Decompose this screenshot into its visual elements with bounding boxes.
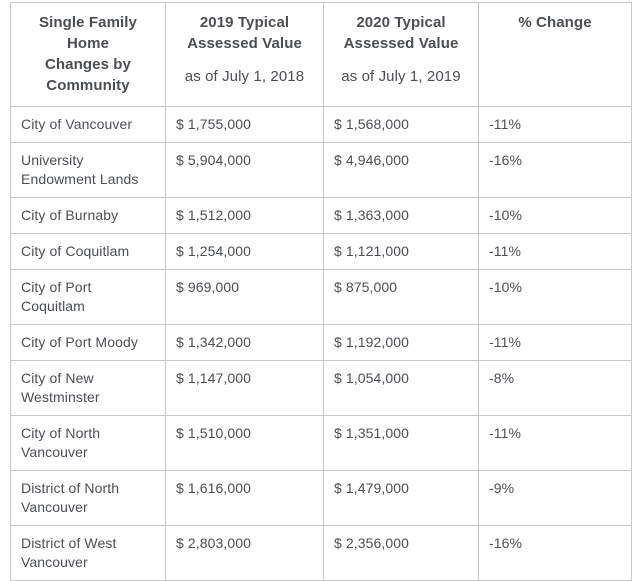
value-2019-cell: $ 1,616,000 bbox=[165, 470, 324, 526]
value-2019-cell: $ 2,803,000 bbox=[165, 525, 324, 581]
header-line: 2019 Typical bbox=[199, 14, 290, 31]
pct-change-cell: -10% bbox=[478, 269, 632, 325]
table-row: City of New Westminster $ 1,147,000 $ 1,… bbox=[10, 360, 632, 416]
header-community: Single Family Home Changes by Community bbox=[10, 2, 166, 107]
pct-change-cell: -11% bbox=[478, 415, 632, 471]
pct-change-cell: -11% bbox=[478, 233, 632, 270]
pct-change-cell: -11% bbox=[478, 106, 632, 143]
header-2019-value: 2019 Typical Assessed Value as of July 1… bbox=[165, 2, 324, 107]
header-pct-change: % Change bbox=[478, 2, 632, 107]
community-cell: City of Vancouver bbox=[10, 106, 166, 143]
value-2020-cell: $ 1,054,000 bbox=[323, 360, 479, 416]
table-body: City of Vancouver $ 1,755,000 $ 1,568,00… bbox=[10, 106, 632, 581]
value-2020-cell: $ 4,946,000 bbox=[323, 142, 479, 198]
pct-change-cell: -9% bbox=[478, 470, 632, 526]
assessed-value-table: Single Family Home Changes by Community … bbox=[10, 2, 632, 581]
value-2019-cell: $ 5,904,000 bbox=[165, 142, 324, 198]
header-line: Single Family Home bbox=[39, 14, 137, 52]
value-2019-cell: $ 1,510,000 bbox=[165, 415, 324, 471]
community-cell: City of Burnaby bbox=[10, 197, 166, 234]
value-2019-cell: $ 1,147,000 bbox=[165, 360, 324, 416]
header-line: 2020 Typical bbox=[356, 14, 446, 31]
table-row: City of Port Moody $ 1,342,000 $ 1,192,0… bbox=[10, 324, 632, 361]
value-2019-cell: $ 1,755,000 bbox=[165, 106, 324, 143]
pct-change-cell: -16% bbox=[478, 142, 632, 198]
table-row: District of North Vancouver $ 1,616,000 … bbox=[10, 470, 632, 526]
community-cell: City of Coquitlam bbox=[10, 233, 166, 270]
pct-change-cell: -16% bbox=[478, 525, 632, 581]
table-row: City of Burnaby $ 1,512,000 $ 1,363,000 … bbox=[10, 197, 632, 234]
value-2019-cell: $ 1,342,000 bbox=[165, 324, 324, 361]
table-row: University Endowment Lands $ 5,904,000 $… bbox=[10, 142, 632, 198]
community-cell: City of North Vancouver bbox=[10, 415, 166, 471]
header-line: Assessed Value bbox=[343, 35, 459, 52]
header-subtitle-2019-date: as of July 1, 2019 bbox=[341, 68, 461, 85]
value-2020-cell: $ 1,363,000 bbox=[323, 197, 479, 234]
header-line: % Change bbox=[518, 14, 592, 31]
value-2020-cell: $ 2,356,000 bbox=[323, 525, 479, 581]
community-cell: University Endowment Lands bbox=[10, 142, 166, 198]
community-cell: City of New Westminster bbox=[10, 360, 166, 416]
community-cell: City of Port Moody bbox=[10, 324, 166, 361]
value-2019-cell: $ 969,000 bbox=[165, 269, 324, 325]
value-2020-cell: $ 875,000 bbox=[323, 269, 479, 325]
pct-change-cell: -8% bbox=[478, 360, 632, 416]
table-row: City of North Vancouver $ 1,510,000 $ 1,… bbox=[10, 415, 632, 471]
pct-change-cell: -10% bbox=[478, 197, 632, 234]
value-2019-cell: $ 1,254,000 bbox=[165, 233, 324, 270]
table-header: Single Family Home Changes by Community … bbox=[10, 2, 632, 107]
value-2020-cell: $ 1,568,000 bbox=[323, 106, 479, 143]
table-row: City of Port Coquitlam $ 969,000 $ 875,0… bbox=[10, 269, 632, 325]
header-line: Assessed Value bbox=[187, 35, 302, 52]
table-row: District of West Vancouver $ 2,803,000 $… bbox=[10, 525, 632, 581]
community-cell: District of West Vancouver bbox=[10, 525, 166, 581]
header-subtitle-2018-date: as of July 1, 2018 bbox=[184, 68, 305, 85]
table-row: City of Vancouver $ 1,755,000 $ 1,568,00… bbox=[10, 106, 632, 143]
header-row: Single Family Home Changes by Community … bbox=[10, 2, 632, 107]
value-2019-cell: $ 1,512,000 bbox=[165, 197, 324, 234]
value-2020-cell: $ 1,479,000 bbox=[323, 470, 479, 526]
header-line: Community bbox=[46, 77, 130, 94]
community-cell: District of North Vancouver bbox=[10, 470, 166, 526]
value-2020-cell: $ 1,121,000 bbox=[323, 233, 479, 270]
pct-change-cell: -11% bbox=[478, 324, 632, 361]
header-line: Changes by bbox=[44, 56, 132, 73]
table-row: City of Coquitlam $ 1,254,000 $ 1,121,00… bbox=[10, 233, 632, 270]
community-cell: City of Port Coquitlam bbox=[10, 269, 166, 325]
value-2020-cell: $ 1,351,000 bbox=[323, 415, 479, 471]
value-2020-cell: $ 1,192,000 bbox=[323, 324, 479, 361]
header-2020-value: 2020 Typical Assessed Value as of July 1… bbox=[323, 2, 479, 107]
